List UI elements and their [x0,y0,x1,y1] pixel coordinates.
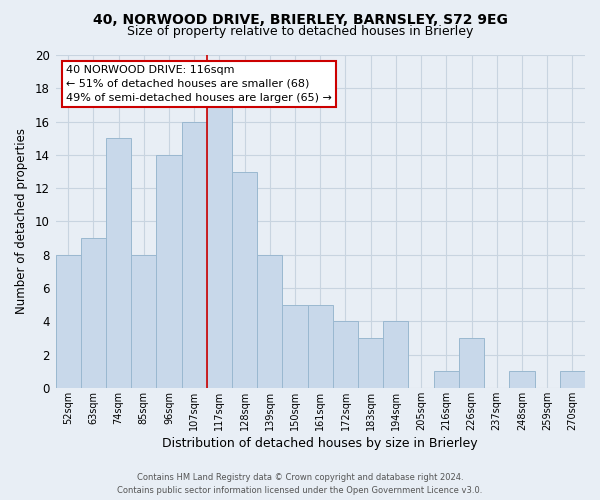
Text: 40, NORWOOD DRIVE, BRIERLEY, BARNSLEY, S72 9EG: 40, NORWOOD DRIVE, BRIERLEY, BARNSLEY, S… [92,12,508,26]
Bar [333,322,358,388]
Bar [560,372,585,388]
Bar [182,122,207,388]
Bar [283,304,308,388]
Text: Size of property relative to detached houses in Brierley: Size of property relative to detached ho… [127,25,473,38]
Bar [459,338,484,388]
Text: Contains HM Land Registry data © Crown copyright and database right 2024.
Contai: Contains HM Land Registry data © Crown c… [118,474,482,495]
Bar [358,338,383,388]
Bar [56,254,81,388]
Text: 40 NORWOOD DRIVE: 116sqm
← 51% of detached houses are smaller (68)
49% of semi-d: 40 NORWOOD DRIVE: 116sqm ← 51% of detach… [66,65,332,103]
Bar [232,172,257,388]
Bar [434,372,459,388]
Bar [308,304,333,388]
Bar [81,238,106,388]
Bar [509,372,535,388]
Bar [257,254,283,388]
Bar [383,322,409,388]
Bar [131,254,157,388]
Y-axis label: Number of detached properties: Number of detached properties [15,128,28,314]
Bar [157,155,182,388]
Bar [106,138,131,388]
X-axis label: Distribution of detached houses by size in Brierley: Distribution of detached houses by size … [163,437,478,450]
Bar [207,105,232,388]
